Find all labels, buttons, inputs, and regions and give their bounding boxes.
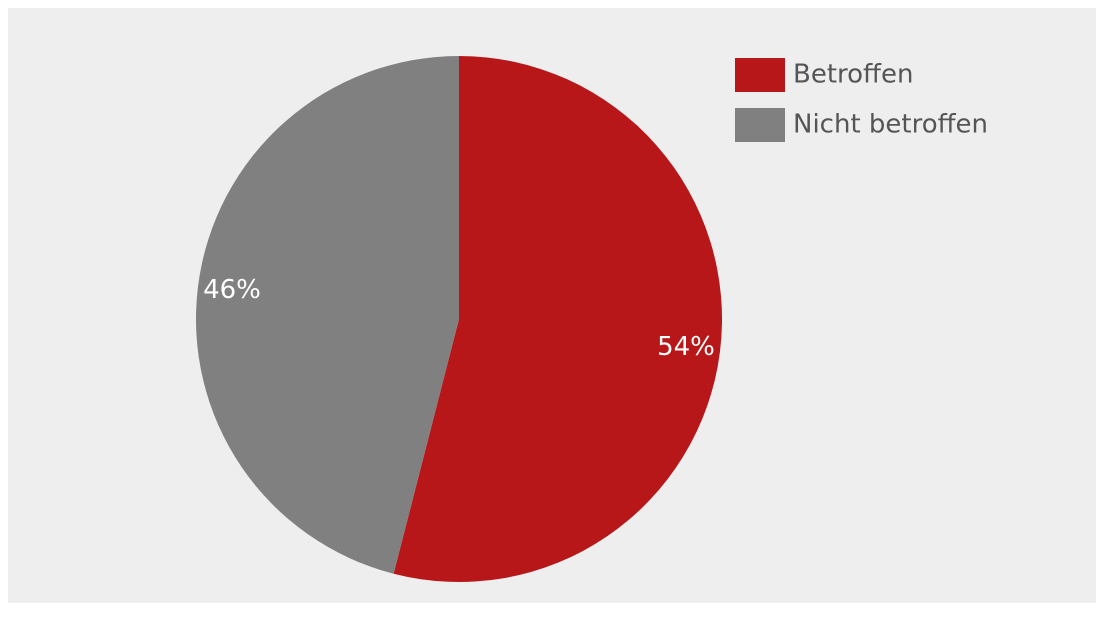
legend-swatch — [735, 108, 785, 142]
legend-swatch — [735, 58, 785, 92]
data-label: 54% — [657, 332, 715, 362]
legend-label: Nicht betroffen — [793, 110, 988, 140]
pie-slice — [393, 56, 723, 582]
pie-slice — [196, 56, 459, 574]
data-label: 46% — [203, 275, 261, 305]
legend-label: Betroffen — [793, 60, 913, 90]
